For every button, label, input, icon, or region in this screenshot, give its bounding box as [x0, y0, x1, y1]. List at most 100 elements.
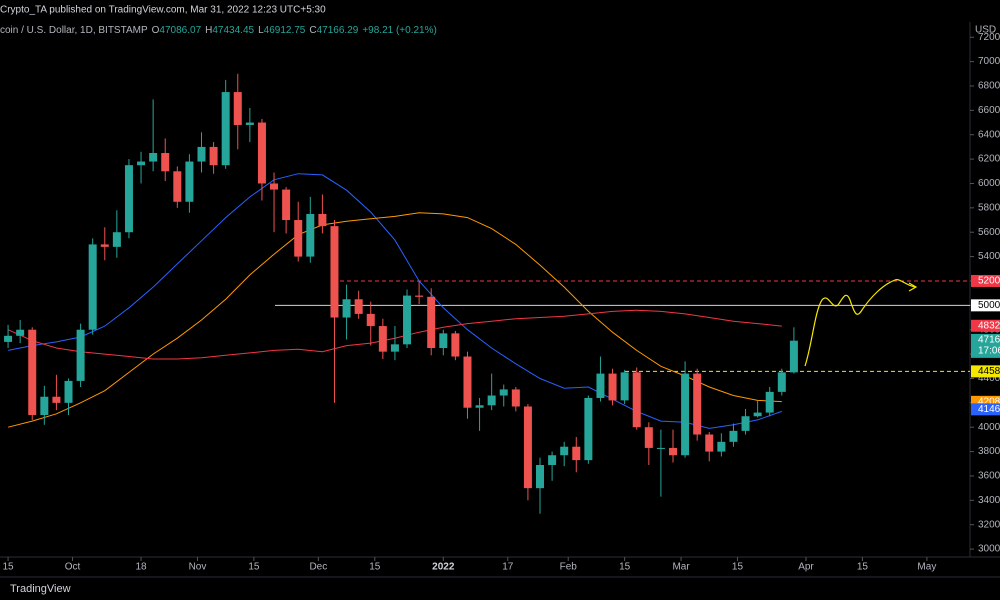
- y-tick-label: 68000: [978, 81, 1000, 92]
- symbol: coin / U.S. Dollar, 1D, BITSTAMP: [0, 25, 148, 36]
- ohlc-key: C: [309, 25, 316, 36]
- candle-body: [76, 329, 85, 381]
- x-tick-label: 15: [732, 562, 744, 573]
- candle-body: [451, 333, 460, 357]
- candle-body: [306, 213, 315, 257]
- candle-body: [221, 92, 230, 166]
- candle-body: [717, 441, 726, 452]
- candle-body: [100, 244, 109, 247]
- x-tick-label: Feb: [560, 562, 578, 573]
- candle-body: [64, 380, 73, 403]
- arrow-head: [908, 282, 918, 292]
- candle-body: [729, 430, 738, 442]
- ohlc-key: O: [152, 25, 160, 36]
- y-tick-label: 40000: [978, 422, 1000, 433]
- y-tick-label: 66000: [978, 105, 1000, 116]
- candle-body: [40, 396, 49, 416]
- candle-body: [88, 244, 97, 330]
- ohlc-value: 46912.75: [264, 25, 306, 36]
- candle-body: [403, 295, 412, 345]
- ohlc-key: L: [258, 25, 264, 36]
- y-tick-label: 38000: [978, 446, 1000, 457]
- candle-body: [245, 122, 254, 125]
- candle-body: [124, 165, 133, 233]
- candle-body: [777, 372, 786, 392]
- candle-body: [487, 395, 496, 406]
- candle-body: [4, 335, 13, 342]
- x-tick-label: Dec: [309, 562, 327, 573]
- candle-body: [511, 389, 520, 407]
- candle-body: [354, 299, 363, 314]
- candle-body: [427, 296, 436, 348]
- candle-body: [753, 412, 762, 417]
- candle-body: [681, 373, 690, 456]
- candle-body: [463, 356, 472, 408]
- candle-body: [741, 416, 750, 431]
- price-label: 41465: [978, 404, 1000, 415]
- candle-body: [523, 406, 532, 489]
- symbol-legend: coin / U.S. Dollar, 1D, BITSTAMP O47086.0…: [0, 25, 437, 36]
- candle-body: [185, 161, 194, 202]
- candle-body: [584, 397, 593, 461]
- price-label-bg: [971, 365, 1000, 378]
- x-tick-label: Mar: [672, 562, 690, 573]
- candle-body: [270, 183, 279, 190]
- y-tick-label: 58000: [978, 202, 1000, 213]
- brand: TradingView: [10, 583, 71, 595]
- price-label: 50000: [978, 300, 1000, 311]
- moving-average: [8, 173, 782, 429]
- candle-body: [137, 161, 146, 166]
- candle-body: [668, 447, 677, 456]
- x-tick-label: 15: [857, 562, 869, 573]
- x-tick-label: 15: [619, 562, 631, 573]
- candle-body: [548, 455, 557, 465]
- candle-body: [499, 389, 508, 396]
- candle-body: [112, 232, 121, 247]
- candle-body: [233, 92, 242, 125]
- price-label-bg: [971, 403, 1000, 416]
- candle-body: [560, 446, 569, 456]
- x-tick-label: 18: [135, 562, 147, 573]
- x-tick-label: Apr: [798, 562, 814, 573]
- candle-body: [765, 391, 774, 413]
- candle-body: [342, 299, 351, 318]
- price-label: 44582: [978, 366, 1000, 377]
- y-tick-label: 34000: [978, 495, 1000, 506]
- y-tick-label: 54000: [978, 251, 1000, 262]
- candle-body: [28, 329, 37, 416]
- candle-body: [693, 373, 702, 435]
- candle-body: [294, 220, 303, 257]
- candle-body: [257, 122, 266, 184]
- candle-body: [52, 396, 61, 403]
- y-tick-label: 32000: [978, 519, 1000, 530]
- price-label-bg: [971, 333, 1000, 358]
- y-tick-label: 44000: [978, 373, 1000, 384]
- candle-body: [475, 405, 484, 408]
- candle-body: [439, 333, 448, 348]
- y-tick-label: 56000: [978, 227, 1000, 238]
- x-tick-label: May: [917, 562, 936, 573]
- candle-body: [366, 313, 375, 327]
- y-tick-label: 30000: [978, 544, 1000, 555]
- price-label: 52000: [978, 276, 1000, 287]
- y-tick-label: 60000: [978, 178, 1000, 189]
- candle-body: [330, 226, 339, 318]
- candle-body: [632, 372, 641, 428]
- price-label-bg: [971, 274, 1000, 287]
- candle-body: [16, 329, 25, 336]
- x-tick-label: 15: [2, 562, 14, 573]
- forecast-arrow: [804, 279, 918, 367]
- y-tick-label: 72000: [978, 32, 1000, 43]
- forecast-path: [804, 279, 916, 367]
- plot: [4, 73, 970, 514]
- candle-body: [415, 295, 424, 297]
- ohlc-value: 47086.07: [159, 25, 201, 36]
- candle-body: [282, 189, 291, 221]
- x-tick-label: Nov: [189, 562, 207, 573]
- candle-body: [209, 146, 218, 166]
- candle-body: [705, 434, 714, 452]
- candle-body: [161, 153, 170, 172]
- price-label: 42081: [978, 396, 1000, 407]
- published-note: Crypto_TA published on TradingView.com, …: [0, 5, 326, 16]
